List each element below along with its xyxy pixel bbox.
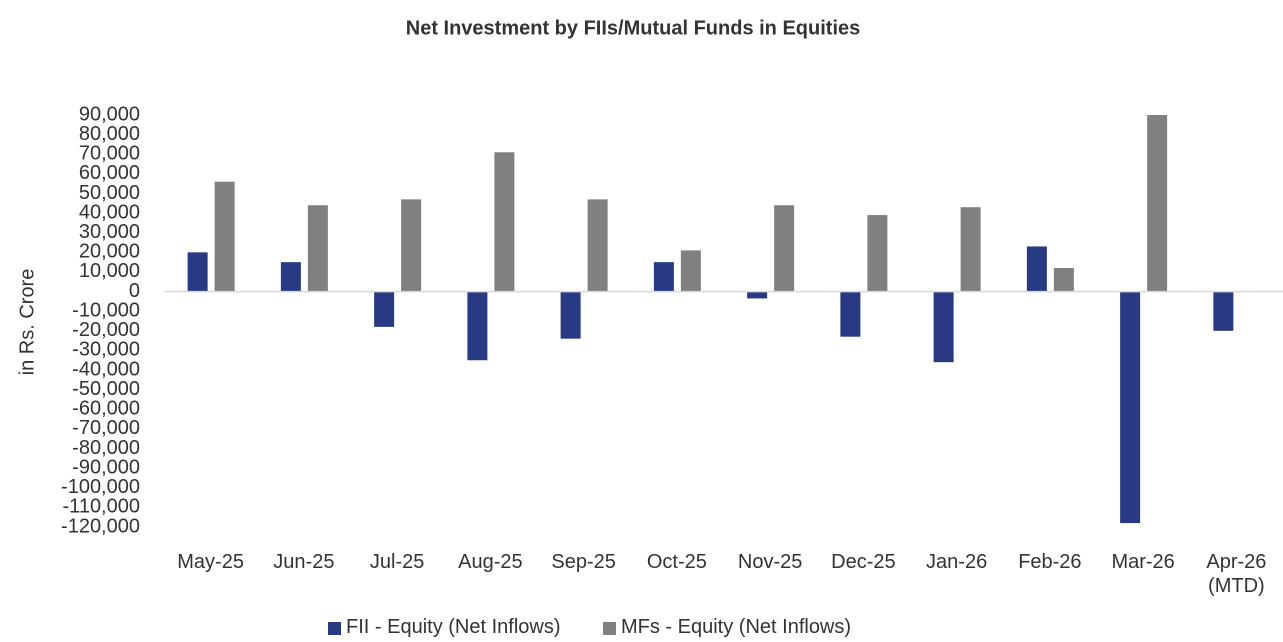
bar xyxy=(494,152,515,292)
x-tick-label: Jun-25 xyxy=(273,551,335,573)
y-tick-label: 40,000 xyxy=(79,201,140,223)
y-tick-label: -10,000 xyxy=(72,299,140,321)
bar xyxy=(1213,291,1234,331)
y-tick-label: -90,000 xyxy=(72,456,140,478)
x-tick-label: Dec-25 xyxy=(831,551,896,573)
x-tick-label: Jan-26 xyxy=(926,551,988,573)
bar xyxy=(214,181,235,292)
y-tick-label: 30,000 xyxy=(79,221,140,243)
x-tick-label: Oct-25 xyxy=(646,551,707,573)
bar xyxy=(1147,115,1168,292)
y-tick-label: 60,000 xyxy=(79,162,140,184)
y-tick-label: 10,000 xyxy=(79,260,140,282)
y-tick-label: -30,000 xyxy=(72,339,140,361)
y-tick-label: 0 xyxy=(129,280,140,302)
y-tick-label: -50,000 xyxy=(72,378,140,400)
bar xyxy=(374,291,395,327)
bar xyxy=(280,262,301,292)
y-tick-label: -70,000 xyxy=(72,417,140,439)
x-tick-label: Aug-25 xyxy=(458,551,523,573)
y-tick-label: -80,000 xyxy=(72,437,140,459)
bar xyxy=(840,291,861,337)
y-tick-label: -100,000 xyxy=(61,476,140,498)
y-tick-label: -60,000 xyxy=(72,398,140,420)
y-tick-label: 50,000 xyxy=(79,182,140,204)
y-tick-label: 70,000 xyxy=(79,143,140,165)
bar xyxy=(587,199,608,292)
bar xyxy=(653,262,674,292)
bar xyxy=(933,291,954,363)
x-tick-label: Sep-25 xyxy=(551,551,616,573)
bar xyxy=(1053,268,1074,292)
x-tick-label: Feb-26 xyxy=(1018,551,1082,573)
bar xyxy=(1026,246,1047,292)
bar xyxy=(187,252,208,292)
bar xyxy=(307,205,328,292)
bar xyxy=(401,199,422,292)
bar xyxy=(747,291,768,299)
legend-swatch xyxy=(603,622,616,635)
y-tick-label: 80,000 xyxy=(79,123,140,145)
y-tick-label: -40,000 xyxy=(72,358,140,380)
x-tick-label: Apr-26 (MTD) xyxy=(1206,551,1267,597)
chart-title: Net Investment by FIIs/Mutual Funds in E… xyxy=(406,17,861,39)
x-tick-label: Jul-25 xyxy=(369,551,425,573)
legend-swatch xyxy=(328,622,341,635)
y-tick-label: -110,000 xyxy=(63,496,140,518)
y-tick-label: -120,000 xyxy=(61,515,140,537)
y-axis-label: in Rs. Crore xyxy=(16,269,38,376)
bar xyxy=(1120,291,1141,524)
x-tick-label: May-25 xyxy=(177,551,244,573)
bar xyxy=(774,205,795,292)
bar xyxy=(960,207,981,292)
bar xyxy=(467,291,488,361)
bar xyxy=(680,250,701,292)
y-tick-label: 90,000 xyxy=(79,103,140,125)
x-tick-label: Mar-26 xyxy=(1111,551,1175,573)
y-tick-label: -20,000 xyxy=(72,319,140,341)
y-tick-label: 20,000 xyxy=(79,241,140,263)
legend-label: FII - Equity (Net Inflows) xyxy=(346,616,561,638)
bar xyxy=(867,215,888,292)
bar xyxy=(560,291,581,339)
legend-label: MFs - Equity (Net Inflows) xyxy=(621,616,852,638)
x-tick-label: Nov-25 xyxy=(737,551,803,573)
